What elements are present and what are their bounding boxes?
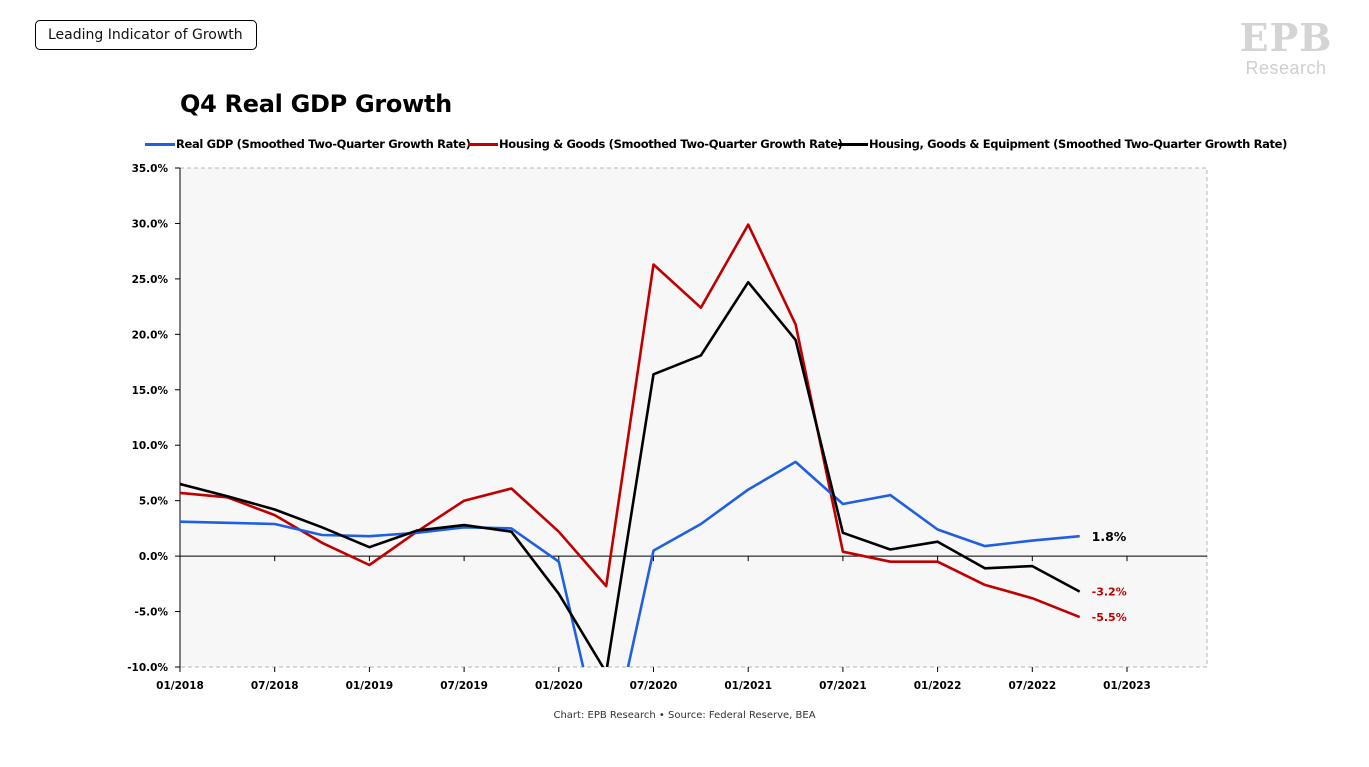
chart-source-note: Chart: EPB Research • Source: Federal Re… — [553, 710, 816, 721]
series-lines — [180, 223, 1081, 667]
end-value-label-0: 1.8% — [1092, 529, 1127, 544]
x-tick-label: 01/2019 — [346, 680, 394, 692]
x-tick-label: 01/2018 — [156, 680, 204, 692]
legend-label-real-gdp: Real GDP (Smoothed Two-Quarter Growth Ra… — [176, 137, 471, 151]
x-tick-label: 01/2020 — [535, 680, 583, 692]
x-tick-label: 07/2021 — [819, 680, 867, 692]
plot-area — [179, 167, 1208, 668]
legend-label-housing-goods: Housing & Goods (Smoothed Two-Quarter Gr… — [499, 137, 843, 151]
chart-legend: Real GDP (Smoothed Two-Quarter Growth Ra… — [0, 134, 1369, 154]
x-tick-label: 01/2021 — [724, 680, 772, 692]
x-tick-label: 07/2018 — [251, 680, 299, 692]
legend-item-housing-goods: Housing & Goods (Smoothed Two-Quarter Gr… — [468, 134, 843, 154]
chart-tag: Leading Indicator of Growth — [35, 20, 257, 50]
x-tick-label: 01/2022 — [914, 680, 962, 692]
x-tick-label: 07/2022 — [1008, 680, 1056, 692]
y-tick-label: 25.0% — [132, 274, 169, 286]
y-tick-label: 20.0% — [132, 329, 169, 341]
legend-item-housing-goods-equipment: Housing, Goods & Equipment (Smoothed Two… — [838, 134, 1287, 154]
epb-research-logo: EPB Research — [1232, 18, 1340, 82]
series-line-2 — [180, 280, 1081, 667]
y-tick-label: 5.0% — [139, 496, 169, 508]
legend-item-real-gdp: Real GDP (Smoothed Two-Quarter Growth Ra… — [145, 134, 471, 154]
y-tick-label: 10.0% — [132, 440, 169, 452]
logo-subtitle: Research — [1245, 58, 1327, 78]
end-value-label-2: -3.2% — [1092, 586, 1127, 599]
series-line-1 — [180, 223, 1081, 619]
chart-title: Q4 Real GDP Growth — [180, 90, 452, 118]
series-line-0 — [180, 460, 1080, 667]
y-tick-label: 15.0% — [132, 385, 169, 397]
end-value-label-1: -5.5% — [1092, 611, 1127, 624]
legend-swatch-housing-goods — [468, 142, 498, 146]
legend-swatch-real-gdp — [145, 142, 175, 146]
y-tick-label: 30.0% — [132, 218, 169, 230]
legend-swatch-housing-goods-equipment — [838, 142, 868, 146]
y-tick-label: -5.0% — [135, 607, 169, 619]
y-tick-label: 35.0% — [132, 163, 169, 175]
x-tick-label: 07/2019 — [440, 680, 488, 692]
x-tick-label: 07/2020 — [630, 680, 678, 692]
x-tick-label: 01/2023 — [1103, 680, 1151, 692]
legend-label-housing-goods-equipment: Housing, Goods & Equipment (Smoothed Two… — [869, 137, 1287, 151]
logo-mark: EPB — [1239, 15, 1333, 60]
y-tick-label: 0.0% — [139, 551, 169, 563]
y-tick-label: -10.0% — [127, 662, 168, 674]
